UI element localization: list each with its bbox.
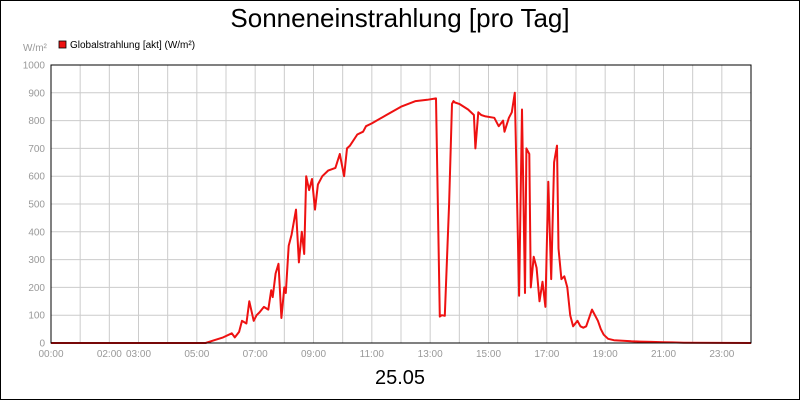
x-tick-label: 03:00 bbox=[126, 349, 151, 360]
x-tick-label: 07:00 bbox=[243, 349, 268, 360]
x-tick-label: 17:00 bbox=[534, 349, 559, 360]
x-tick-label: 19:00 bbox=[593, 349, 618, 360]
y-tick-label: 100 bbox=[28, 311, 45, 322]
y-tick-label: 300 bbox=[28, 255, 45, 266]
x-tick-label: 23:00 bbox=[709, 349, 734, 360]
y-tick-label: 200 bbox=[28, 283, 45, 294]
y-tick-label: 0 bbox=[39, 339, 45, 350]
x-tick-label: 11:00 bbox=[360, 349, 385, 360]
x-tick-label: 02:00 bbox=[97, 349, 122, 360]
x-tick-label: 00:00 bbox=[38, 349, 63, 360]
y-tick-label: 400 bbox=[28, 227, 45, 238]
y-tick-label: 500 bbox=[28, 200, 45, 211]
y-tick-label: 800 bbox=[28, 116, 45, 127]
plot-border bbox=[50, 64, 752, 344]
x-tick-label: 13:00 bbox=[418, 349, 443, 360]
y-tick-label: 700 bbox=[28, 144, 45, 155]
x-tick-label: 09:00 bbox=[301, 349, 326, 360]
y-tick-label: 600 bbox=[28, 172, 45, 183]
x-tick-label: 15:00 bbox=[476, 349, 501, 360]
legend-label: Globalstrahlung [akt] (W/m²) bbox=[70, 40, 195, 51]
x-tick-label: 05:00 bbox=[184, 349, 209, 360]
y-axis-unit: W/m² bbox=[23, 43, 48, 54]
y-tick-label: 1000 bbox=[23, 61, 46, 72]
date-label: 25.05 bbox=[374, 367, 426, 389]
legend-swatch bbox=[58, 40, 67, 49]
series-line-globalstrahlung bbox=[51, 91, 752, 344]
y-tick-label: 900 bbox=[28, 88, 45, 99]
chart-title: Sonneneinstrahlung [pro Tag] bbox=[230, 3, 570, 33]
x-tick-label: 21:00 bbox=[651, 349, 676, 360]
